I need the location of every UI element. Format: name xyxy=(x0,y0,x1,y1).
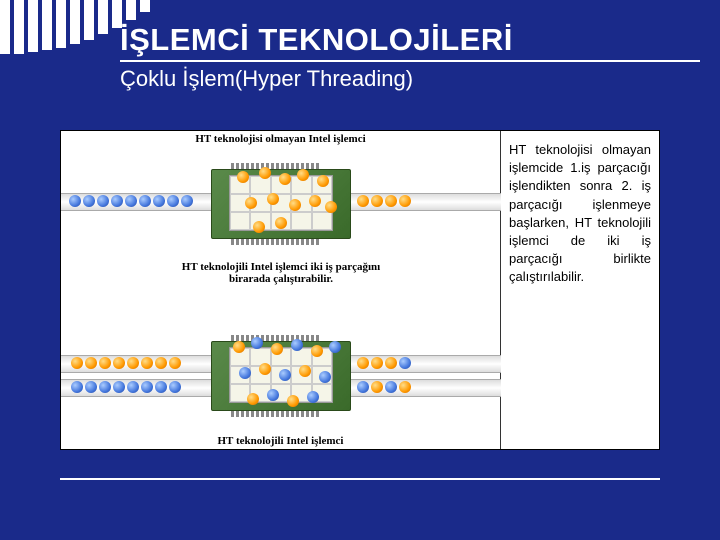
thread-ball-blue xyxy=(153,195,165,207)
thread-ball-blue xyxy=(251,337,263,349)
thread-ball-orange xyxy=(247,393,259,405)
thread-ball-orange xyxy=(141,357,153,369)
thread-ball-blue xyxy=(329,341,341,353)
thread-ball-orange xyxy=(245,197,257,209)
thread-ball-blue xyxy=(141,381,153,393)
thread-ball-orange xyxy=(259,167,271,179)
thread-ball-blue xyxy=(385,381,397,393)
corner-bar xyxy=(0,0,10,54)
thread-ball-orange xyxy=(113,357,125,369)
thread-ball-orange xyxy=(385,195,397,207)
thread-ball-blue xyxy=(97,195,109,207)
corner-bar xyxy=(140,0,150,12)
caption-mid: HT teknolojili Intel işlemci iki iş parç… xyxy=(161,261,401,285)
thread-ball-blue xyxy=(125,195,137,207)
corner-bar xyxy=(14,0,24,54)
caption-top: HT teknolojisi olmayan Intel işlemci xyxy=(61,133,500,145)
corner-bar xyxy=(28,0,38,52)
thread-ball-orange xyxy=(311,345,323,357)
title-underline xyxy=(120,60,700,62)
thread-ball-orange xyxy=(233,341,245,353)
slide: İŞLEMCİ TEKNOLOJİLERİ Çoklu İşlem(Hyper … xyxy=(0,0,720,540)
thread-ball-orange xyxy=(271,343,283,355)
thread-ball-blue xyxy=(291,339,303,351)
side-text: HT teknolojisi olmayan işlemcide 1.iş pa… xyxy=(501,131,659,449)
thread-ball-orange xyxy=(325,201,337,213)
thread-ball-orange xyxy=(371,357,383,369)
content-panel: HT teknolojisi olmayan Intel işlemci HT … xyxy=(60,130,660,450)
thread-ball-orange xyxy=(287,395,299,407)
thread-ball-orange xyxy=(253,221,265,233)
thread-ball-orange xyxy=(279,173,291,185)
thread-ball-orange xyxy=(299,365,311,377)
thread-ball-orange xyxy=(309,195,321,207)
thread-ball-orange xyxy=(289,199,301,211)
thread-ball-blue xyxy=(167,195,179,207)
diagram-area: HT teknolojisi olmayan Intel işlemci HT … xyxy=(61,131,501,449)
thread-ball-blue xyxy=(279,369,291,381)
thread-ball-blue xyxy=(307,391,319,403)
thread-ball-orange xyxy=(99,357,111,369)
thread-ball-orange xyxy=(399,381,411,393)
footer-line xyxy=(60,478,660,480)
thread-ball-blue xyxy=(111,195,123,207)
thread-ball-blue xyxy=(71,381,83,393)
corner-bar xyxy=(126,0,136,20)
corner-bar xyxy=(42,0,52,50)
header: İŞLEMCİ TEKNOLOJİLERİ Çoklu İşlem(Hyper … xyxy=(120,22,700,92)
thread-ball-blue xyxy=(357,381,369,393)
thread-ball-blue xyxy=(99,381,111,393)
thread-ball-blue xyxy=(127,381,139,393)
thread-ball-orange xyxy=(297,169,309,181)
corner-bar xyxy=(56,0,66,48)
thread-ball-blue xyxy=(239,367,251,379)
page-title: İŞLEMCİ TEKNOLOJİLERİ xyxy=(120,22,700,58)
thread-ball-orange xyxy=(155,357,167,369)
thread-ball-orange xyxy=(385,357,397,369)
thread-ball-orange xyxy=(357,195,369,207)
thread-ball-orange xyxy=(169,357,181,369)
corner-bar xyxy=(98,0,108,34)
thread-ball-orange xyxy=(357,357,369,369)
thread-ball-orange xyxy=(317,175,329,187)
page-subtitle: Çoklu İşlem(Hyper Threading) xyxy=(120,66,700,92)
thread-ball-orange xyxy=(71,357,83,369)
thread-ball-orange xyxy=(399,195,411,207)
thread-ball-orange xyxy=(237,171,249,183)
thread-ball-blue xyxy=(113,381,125,393)
caption-bottom: HT teknolojili Intel işlemci xyxy=(61,435,500,447)
thread-ball-orange xyxy=(371,195,383,207)
thread-ball-orange xyxy=(85,357,97,369)
thread-ball-blue xyxy=(319,371,331,383)
thread-ball-orange xyxy=(127,357,139,369)
thread-ball-orange xyxy=(267,193,279,205)
thread-ball-blue xyxy=(85,381,97,393)
thread-ball-orange xyxy=(259,363,271,375)
thread-ball-blue xyxy=(155,381,167,393)
thread-ball-blue xyxy=(267,389,279,401)
thread-ball-blue xyxy=(399,357,411,369)
thread-ball-blue xyxy=(69,195,81,207)
thread-ball-orange xyxy=(275,217,287,229)
thread-ball-orange xyxy=(371,381,383,393)
thread-ball-blue xyxy=(181,195,193,207)
thread-ball-blue xyxy=(169,381,181,393)
corner-bar xyxy=(84,0,94,40)
thread-ball-blue xyxy=(139,195,151,207)
thread-ball-blue xyxy=(83,195,95,207)
corner-bar xyxy=(70,0,80,44)
